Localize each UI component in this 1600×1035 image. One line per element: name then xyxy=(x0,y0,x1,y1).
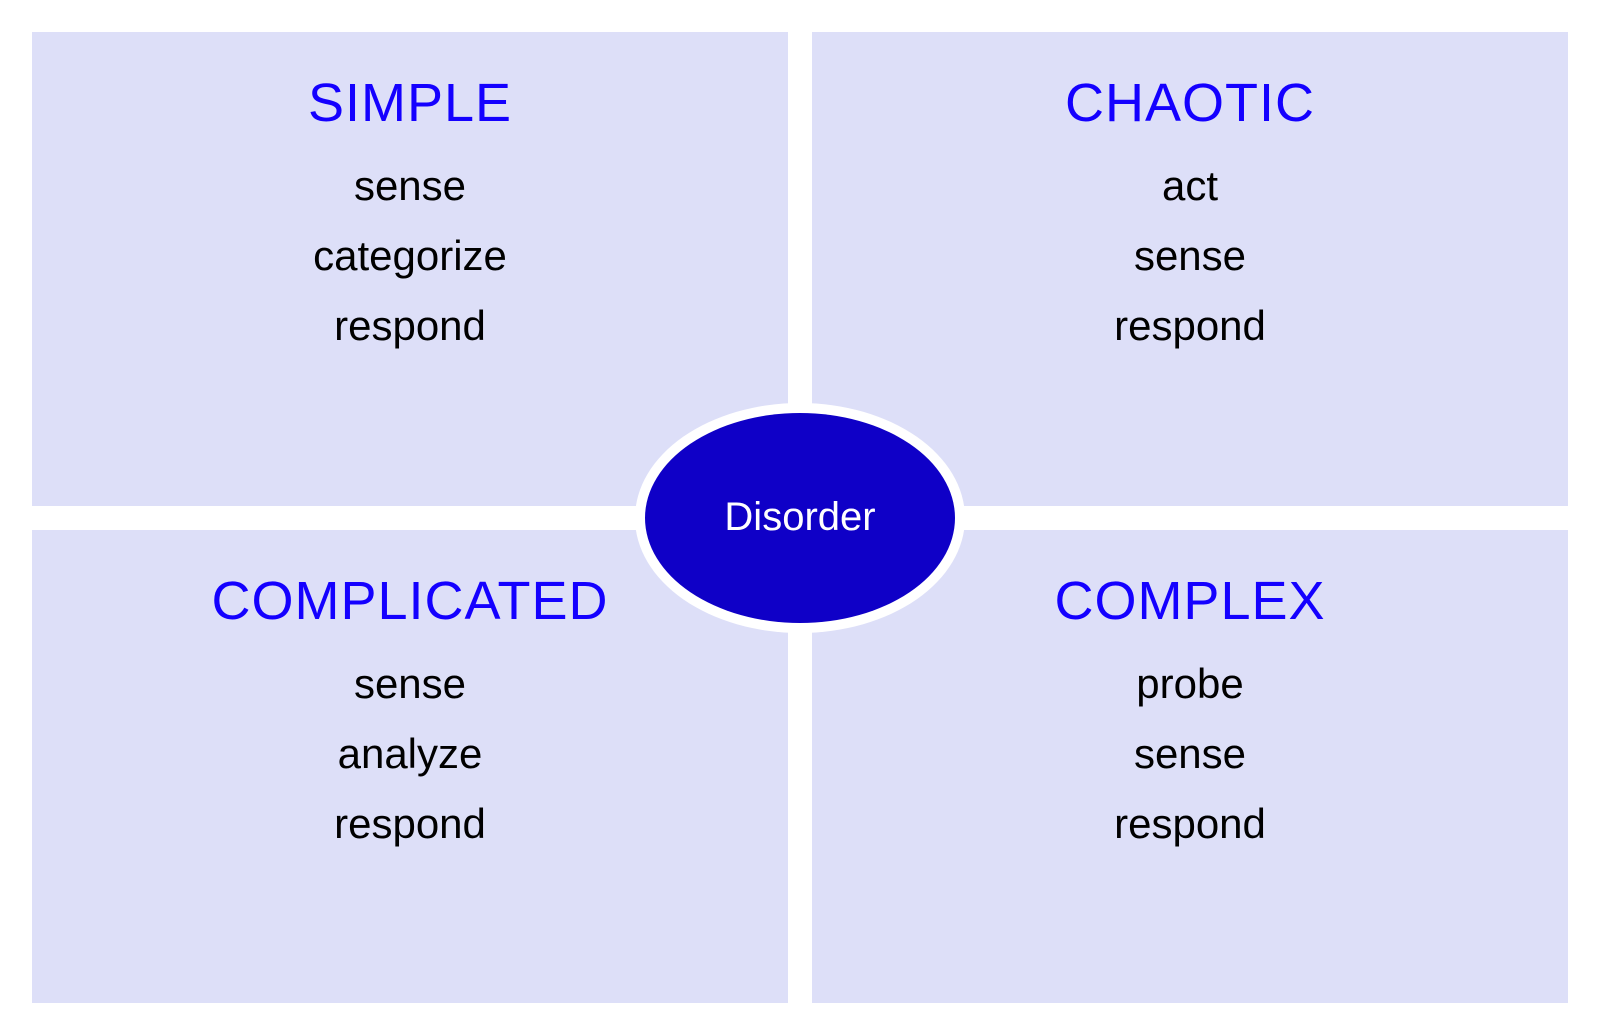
quadrant-step: analyze xyxy=(338,730,483,778)
quadrant-heading-complicated: COMPLICATED xyxy=(211,570,608,632)
quadrant-heading-complex: COMPLEX xyxy=(1054,570,1325,632)
quadrant-step: respond xyxy=(334,800,486,848)
quadrant-step: respond xyxy=(1114,302,1266,350)
quadrant-complex: COMPLEX probe sense respond xyxy=(812,530,1568,1004)
cynefin-diagram: SIMPLE sense categorize respond CHAOTIC … xyxy=(32,32,1568,1003)
center-label: Disorder xyxy=(724,495,875,540)
quadrant-step: categorize xyxy=(313,232,507,280)
quadrant-step: sense xyxy=(354,660,466,708)
center-disorder: Disorder xyxy=(645,413,955,623)
quadrant-step: sense xyxy=(1134,730,1246,778)
quadrant-chaotic: CHAOTIC act sense respond xyxy=(812,32,1568,506)
quadrant-step: respond xyxy=(334,302,486,350)
quadrant-step: sense xyxy=(1134,232,1246,280)
quadrant-step: act xyxy=(1162,162,1218,210)
quadrant-step: probe xyxy=(1136,660,1243,708)
quadrant-complicated: COMPLICATED sense analyze respond xyxy=(32,530,788,1004)
quadrant-step: sense xyxy=(354,162,466,210)
quadrant-heading-simple: SIMPLE xyxy=(308,72,512,134)
quadrant-step: respond xyxy=(1114,800,1266,848)
quadrant-simple: SIMPLE sense categorize respond xyxy=(32,32,788,506)
quadrant-heading-chaotic: CHAOTIC xyxy=(1065,72,1315,134)
